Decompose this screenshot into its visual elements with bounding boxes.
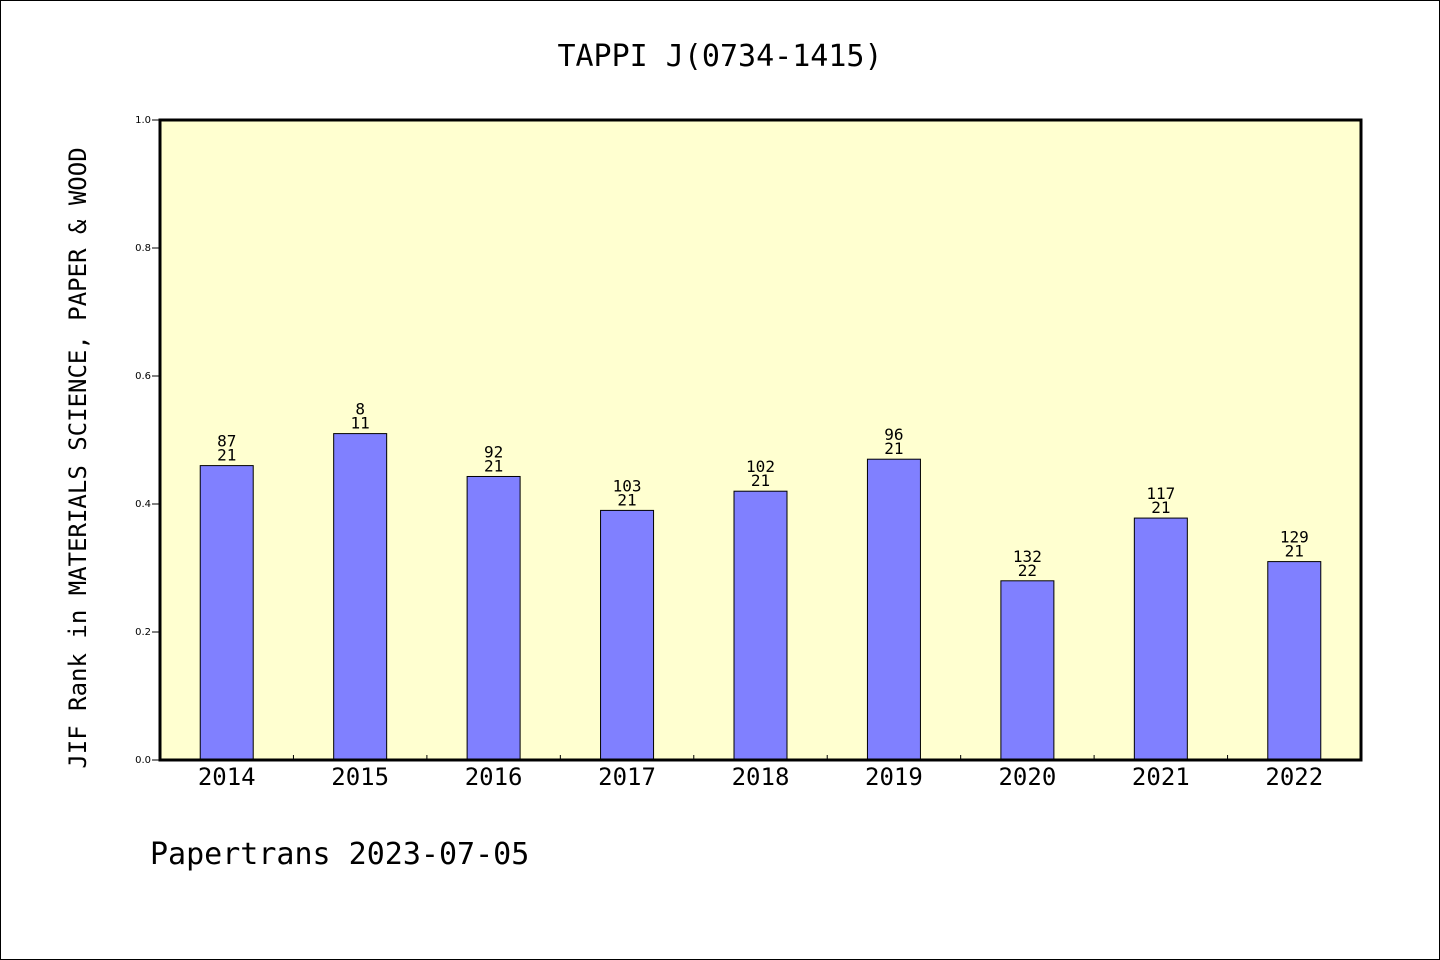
x-tick-label: 2021 <box>1132 763 1190 791</box>
bar-label-total: 22 <box>1018 561 1037 580</box>
bar <box>733 490 788 761</box>
bar <box>1133 517 1188 761</box>
bar-label-rank: 96 <box>884 425 903 444</box>
plot-area: 8721201481120159221201610321201710221201… <box>135 115 1363 791</box>
y-tick-label: 0.4 <box>135 499 151 510</box>
y-tick-label: 1.0 <box>135 115 151 126</box>
bar-label-total: 21 <box>617 490 636 509</box>
chart-title: TAPPI J(0734-1415) <box>557 39 882 74</box>
x-tick-label: 2018 <box>732 763 790 791</box>
x-tick-label: 2014 <box>198 763 256 791</box>
bar <box>199 465 254 761</box>
bar-label-rank: 129 <box>1280 528 1309 547</box>
bar-label-rank: 117 <box>1146 484 1175 503</box>
bar-label-total: 21 <box>884 439 903 458</box>
bar-label-total: 21 <box>1151 498 1170 517</box>
plot-border <box>158 118 1363 762</box>
y-tick-label: 0.8 <box>135 243 151 254</box>
y-tick-label: 0.6 <box>135 371 151 382</box>
bar-label-rank: 102 <box>746 457 775 476</box>
bar-label-rank: 8 <box>355 400 365 419</box>
x-tick-label: 2019 <box>865 763 923 791</box>
bar <box>333 433 388 761</box>
bar-label-rank: 92 <box>484 442 503 461</box>
bar <box>600 509 655 761</box>
y-tick-label: 0.0 <box>135 755 151 766</box>
bar-label-total: 21 <box>484 456 503 475</box>
bar <box>1267 561 1322 761</box>
x-tick-label: 2020 <box>998 763 1056 791</box>
bar-label-rank: 87 <box>217 432 236 451</box>
bar <box>866 458 921 761</box>
bar-label-total: 21 <box>751 471 770 490</box>
footer-credit: Papertrans 2023-07-05 <box>150 837 529 872</box>
x-tick-label: 2022 <box>1265 763 1323 791</box>
bar-label-total: 21 <box>1285 542 1304 561</box>
bar-label-rank: 132 <box>1013 547 1042 566</box>
bar-label-total: 21 <box>217 446 236 465</box>
bar <box>1000 580 1055 761</box>
bar-label-rank: 103 <box>613 476 642 495</box>
bar-label-total: 11 <box>351 414 370 433</box>
y-tick-label: 0.2 <box>135 627 151 638</box>
y-axis-label: JIF Rank in MATERIALS SCIENCE, PAPER & W… <box>64 147 92 768</box>
x-tick-label: 2015 <box>331 763 389 791</box>
x-tick-label: 2016 <box>465 763 523 791</box>
x-tick-label: 2017 <box>598 763 656 791</box>
bar <box>466 475 521 761</box>
